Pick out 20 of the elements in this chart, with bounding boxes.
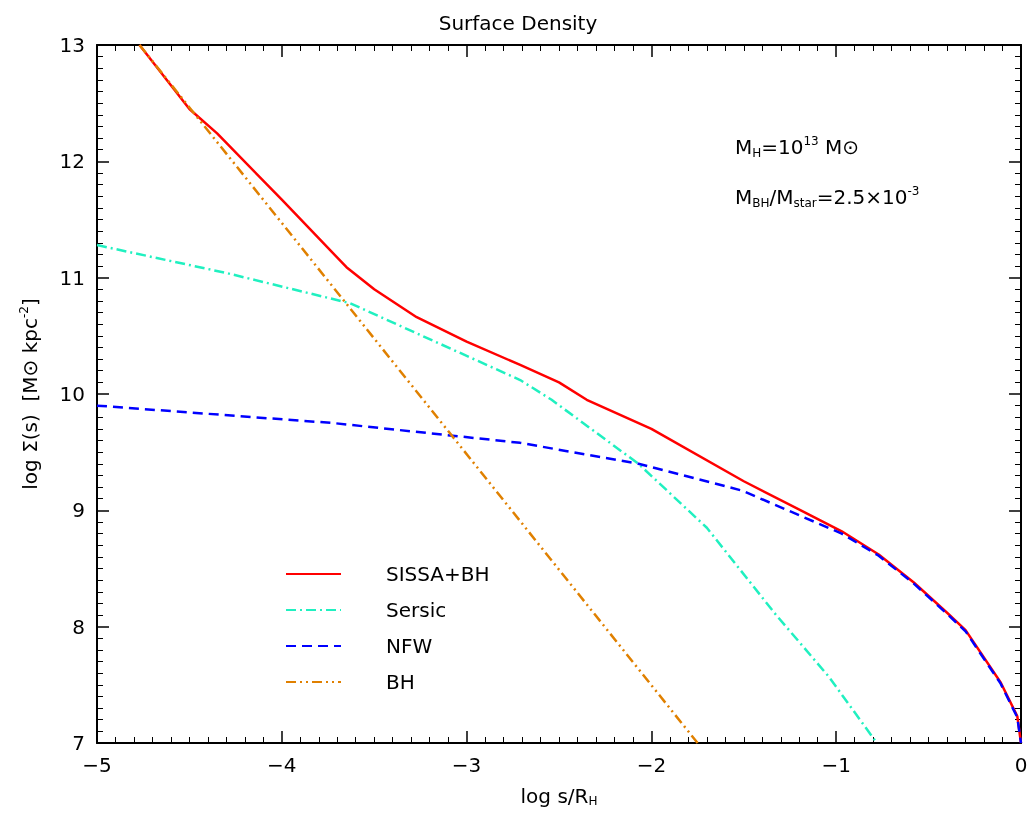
- x-tick-label: 0: [1014, 753, 1028, 777]
- y-tick-label: 11: [59, 265, 85, 290]
- legend-label: BH: [386, 670, 415, 694]
- x-tick-label: −5: [82, 753, 112, 777]
- y-tick-label: 9: [72, 498, 85, 523]
- x-axis-title: log s/RH: [520, 784, 598, 808]
- y-tick-label: 10: [59, 382, 85, 406]
- legend-label: NFW: [386, 634, 433, 658]
- legend-label: Sersic: [386, 598, 447, 622]
- y-axis-title: log Σ(s) [M⊙ kpc-2]: [17, 298, 42, 490]
- x-tick-label: −1: [821, 753, 851, 777]
- y-tick-label: 8: [72, 614, 85, 639]
- y-tick-label: 7: [72, 731, 85, 755]
- y-tick-label: 12: [59, 149, 85, 174]
- x-tick-label: −4: [267, 753, 297, 777]
- y-tick-label: 13: [59, 33, 85, 57]
- chart-title: Surface Density: [438, 11, 598, 35]
- legend-label: SISSA+BH: [386, 562, 490, 586]
- x-tick-label: −3: [451, 753, 482, 777]
- x-tick-label: −2: [636, 753, 667, 777]
